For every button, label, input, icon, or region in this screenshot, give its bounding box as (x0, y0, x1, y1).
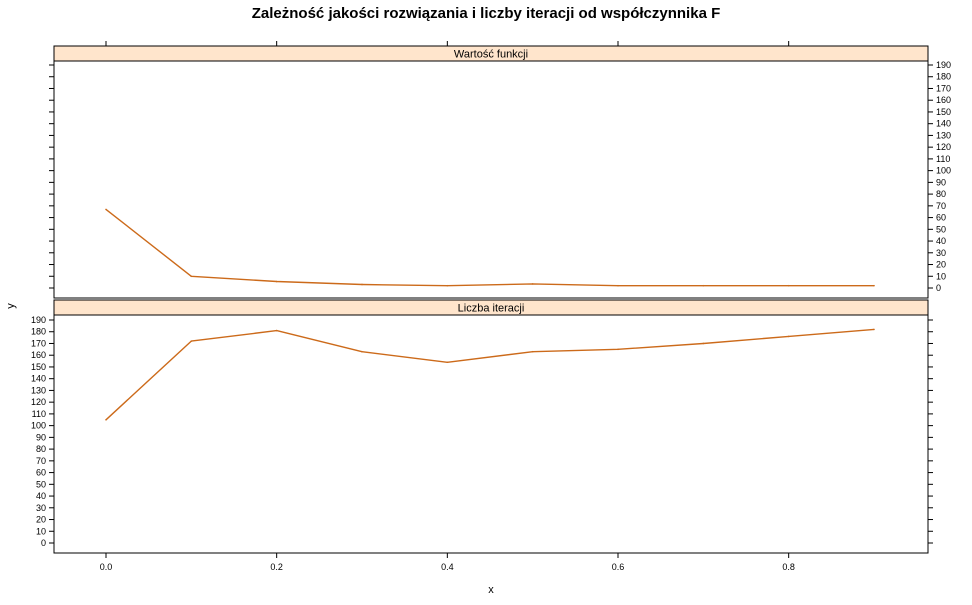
y-tick-label: 160 (936, 95, 951, 105)
y-tick-label: 70 (36, 456, 46, 466)
panel-frame (53, 299, 929, 554)
y-tick-label: 10 (936, 271, 946, 281)
data-point (787, 284, 790, 287)
x-axis-label: x (488, 584, 494, 596)
x-tick-label: 0.2 (270, 562, 283, 572)
y-tick-label: 140 (936, 119, 951, 129)
data-point (702, 284, 705, 287)
y-tick-label: 120 (31, 397, 46, 407)
y-tick-label: 60 (36, 468, 46, 478)
y-tick-label: 170 (31, 338, 46, 348)
panel-strip-label: Wartość funkcji (454, 49, 528, 61)
data-point (361, 283, 363, 286)
y-tick-label: 140 (31, 374, 46, 384)
x-tick-label: 0.6 (612, 562, 625, 572)
y-tick-label: 180 (31, 327, 46, 337)
y-tick-label: 130 (936, 130, 951, 140)
data-point (105, 418, 107, 421)
data-point (275, 280, 278, 283)
y-tick-label: 160 (31, 350, 46, 360)
y-tick-label: 90 (936, 177, 946, 187)
y-tick-label: 20 (936, 260, 946, 270)
y-tick-label: 40 (936, 236, 946, 246)
y-tick-label: 30 (36, 503, 46, 513)
y-tick-label: 150 (31, 362, 46, 372)
y-tick-label: 0 (41, 538, 46, 548)
y-tick-label: 170 (936, 83, 951, 93)
y-tick-label: 80 (936, 189, 946, 199)
data-point (873, 284, 875, 287)
y-tick-label: 50 (936, 224, 946, 234)
y-tick-label: 90 (36, 432, 46, 442)
y-tick-label: 120 (936, 142, 951, 152)
data-point (105, 208, 107, 211)
y-tick-label: 60 (936, 213, 946, 223)
y-tick-label: 150 (936, 107, 951, 117)
series-line (105, 328, 875, 421)
x-tick-label: 0.0 (100, 562, 113, 572)
data-point (873, 328, 875, 331)
y-tick-label: 100 (31, 421, 46, 431)
data-point (190, 275, 193, 278)
y-tick-label: 0 (936, 283, 941, 293)
data-point (787, 335, 790, 338)
x-tick-label: 0.4 (441, 562, 454, 572)
y-tick-label: 110 (936, 154, 950, 164)
data-point (275, 329, 278, 332)
panel-strip-label: Liczba iteracji (458, 303, 525, 315)
data-point (446, 284, 449, 287)
y-tick-label: 70 (936, 201, 946, 211)
data-point (361, 350, 363, 353)
data-point (531, 350, 534, 353)
y-tick-label: 110 (32, 409, 46, 419)
y-tick-label: 190 (31, 315, 46, 325)
series-line (105, 208, 874, 287)
panels: Wartość funkcji0102030405060708090100110… (31, 41, 951, 572)
y-tick-label: 100 (936, 166, 951, 176)
data-point (190, 340, 193, 342)
data-point (617, 348, 619, 351)
y-tick-label: 30 (936, 248, 946, 258)
y-tick-label: 130 (31, 385, 46, 395)
y-tick-label: 10 (36, 526, 46, 536)
panel-frame (53, 45, 929, 299)
panel-1: Wartość funkcji0102030405060708090100110… (49, 41, 951, 299)
y-tick-label: 50 (36, 479, 46, 489)
panel-2: Liczba iteracji0102030405060708090100110… (31, 299, 933, 572)
y-tick-label: 80 (36, 444, 46, 454)
data-point (531, 283, 534, 285)
chart-title: Zależność jakości rozwiązania i liczby i… (252, 5, 721, 22)
y-tick-label: 40 (36, 491, 46, 501)
y-tick-label: 190 (936, 60, 951, 70)
data-point (702, 342, 705, 345)
y-tick-label: 180 (936, 72, 951, 82)
x-tick-label: 0.8 (782, 562, 795, 572)
data-point (446, 361, 449, 364)
y-axis-label: y (5, 303, 17, 309)
data-point (617, 284, 619, 287)
y-tick-label: 20 (36, 515, 46, 525)
